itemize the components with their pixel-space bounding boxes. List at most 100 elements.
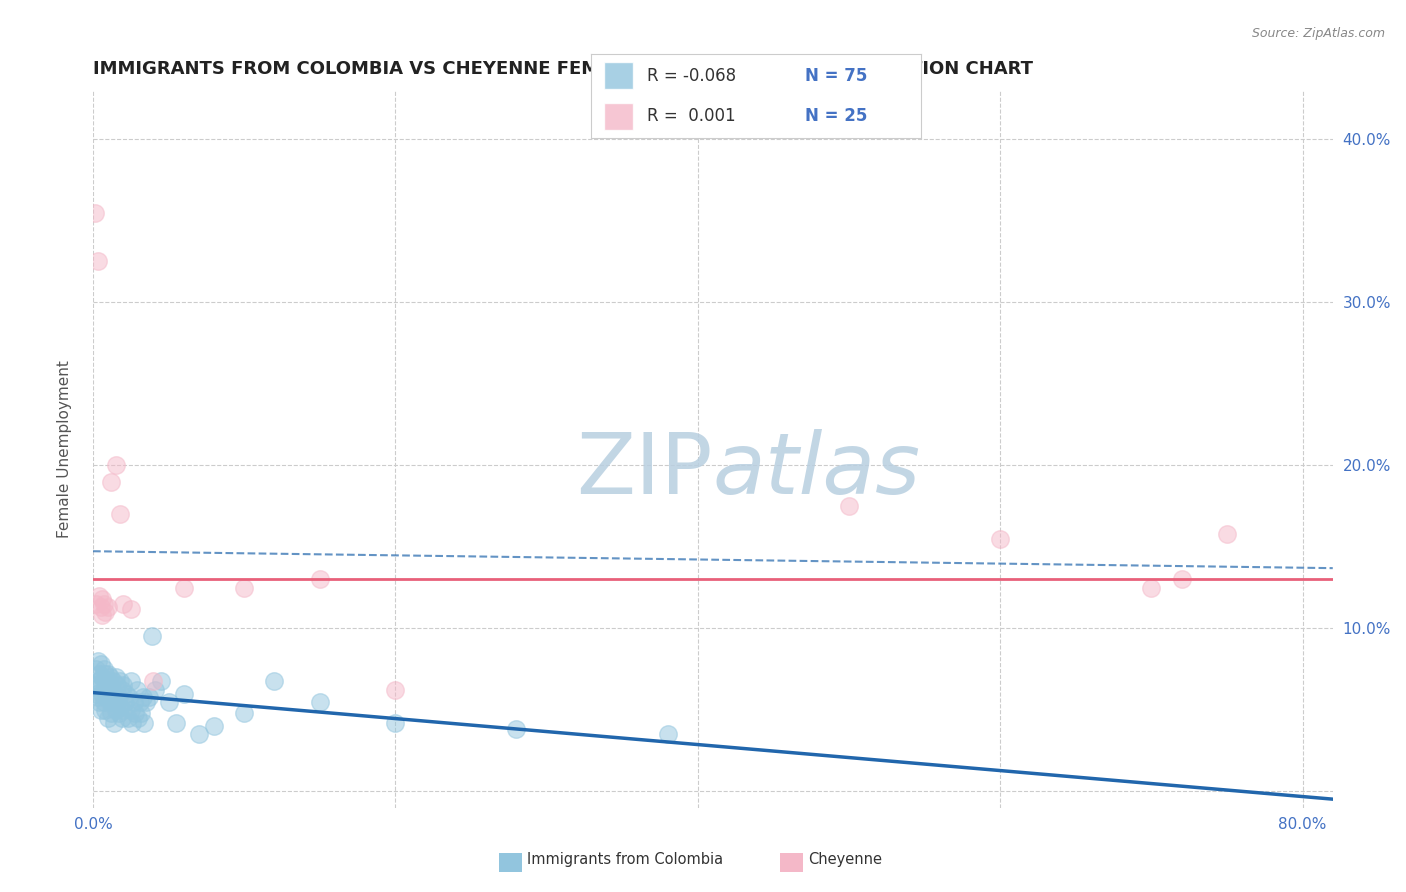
Point: [94, 683, 117, 698]
Point: [143, 683, 166, 698]
Point: [103, 687, 125, 701]
Point: [111, 711, 134, 725]
Point: [127, 711, 149, 725]
Point: [112, 597, 135, 611]
Point: [84, 597, 107, 611]
Point: [101, 695, 124, 709]
Text: R =  0.001: R = 0.001: [647, 107, 735, 125]
Point: [84, 687, 107, 701]
Text: Cheyenne: Cheyenne: [808, 852, 883, 867]
Point: [157, 695, 180, 709]
Point: [135, 695, 157, 709]
Point: [173, 687, 195, 701]
Point: [165, 715, 187, 730]
Point: [87, 667, 110, 681]
Point: [124, 706, 146, 720]
Point: [120, 703, 142, 717]
Point: [308, 573, 330, 587]
Point: [187, 727, 209, 741]
Point: [97, 600, 120, 615]
Point: [90, 678, 112, 692]
FancyBboxPatch shape: [603, 62, 634, 89]
Point: [838, 499, 860, 513]
Point: [122, 695, 145, 709]
Point: [94, 667, 117, 681]
Point: [97, 687, 120, 701]
Point: [131, 706, 153, 720]
Point: [118, 690, 141, 704]
Point: [86, 690, 108, 704]
Text: ZIP: ZIP: [576, 429, 713, 512]
Text: atlas: atlas: [713, 429, 921, 512]
Point: [202, 719, 225, 733]
Point: [97, 711, 120, 725]
Point: [97, 667, 120, 681]
Point: [91, 687, 114, 701]
Point: [1216, 526, 1239, 541]
Text: N = 25: N = 25: [806, 107, 868, 125]
Point: [96, 673, 118, 688]
Point: [110, 507, 132, 521]
Point: [128, 695, 150, 709]
Point: [112, 678, 135, 692]
Point: [100, 706, 122, 720]
Point: [86, 673, 108, 688]
Point: [90, 657, 112, 672]
Point: [142, 673, 165, 688]
Point: [98, 670, 121, 684]
Point: [93, 662, 115, 676]
Point: [91, 670, 114, 684]
Text: Source: ZipAtlas.com: Source: ZipAtlas.com: [1251, 27, 1385, 40]
Point: [90, 600, 112, 615]
Point: [233, 706, 256, 720]
Point: [83, 205, 105, 219]
Point: [84, 662, 107, 676]
Point: [101, 673, 124, 688]
Point: [111, 683, 134, 698]
Point: [384, 715, 406, 730]
Point: [1140, 581, 1163, 595]
Point: [96, 690, 118, 704]
Point: [87, 589, 110, 603]
Point: [173, 581, 195, 595]
FancyBboxPatch shape: [603, 103, 634, 130]
Point: [105, 695, 128, 709]
Point: [103, 715, 125, 730]
Text: Immigrants from Colombia: Immigrants from Colombia: [527, 852, 723, 867]
Point: [117, 711, 139, 725]
Point: [125, 683, 148, 698]
Point: [112, 703, 135, 717]
Point: [115, 687, 138, 701]
Point: [988, 532, 1011, 546]
Point: [86, 654, 108, 668]
Point: [100, 681, 122, 696]
Point: [505, 723, 527, 737]
Y-axis label: Female Unemployment: Female Unemployment: [58, 360, 72, 538]
Point: [104, 458, 127, 473]
Point: [657, 727, 679, 741]
Point: [308, 695, 330, 709]
Point: [104, 703, 127, 717]
Point: [138, 690, 160, 704]
Point: [120, 673, 142, 688]
Point: [107, 706, 129, 720]
Point: [150, 673, 173, 688]
Point: [83, 678, 105, 692]
Point: [110, 673, 132, 688]
Point: [94, 605, 117, 619]
Point: [98, 695, 121, 709]
Point: [114, 695, 136, 709]
Point: [105, 678, 128, 692]
Point: [93, 673, 115, 688]
Point: [121, 715, 143, 730]
Point: [141, 630, 163, 644]
Point: [94, 703, 117, 717]
Point: [90, 703, 112, 717]
Point: [104, 670, 127, 684]
Point: [93, 597, 115, 611]
Point: [86, 254, 108, 268]
Point: [91, 608, 114, 623]
Point: [120, 601, 142, 615]
Point: [134, 715, 156, 730]
Point: [263, 673, 285, 688]
